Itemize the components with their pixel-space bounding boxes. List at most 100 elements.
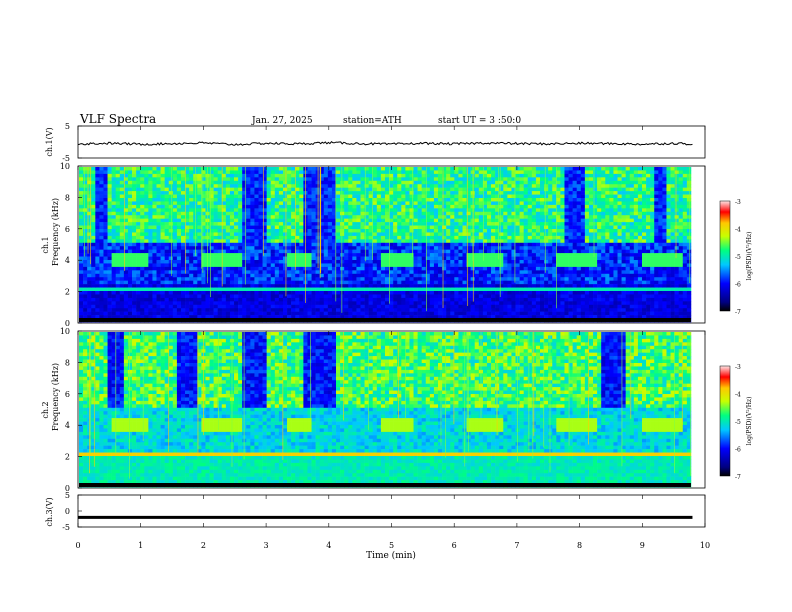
spectrogram-cell — [229, 253, 235, 257]
spectrogram-cell — [266, 308, 272, 312]
spectrogram-cell — [246, 167, 251, 171]
spectrogram-cell — [79, 260, 84, 264]
spectrogram-cell — [111, 280, 117, 285]
spectrogram-cell — [462, 287, 467, 292]
spectrogram-cell — [221, 311, 227, 316]
spectrogram-cell — [323, 308, 329, 312]
spectrogram-cell — [221, 187, 227, 192]
spectrogram-cell — [291, 297, 296, 302]
spectrogram-cell — [282, 291, 288, 295]
spectrogram-cell — [393, 297, 398, 302]
spectrogram-cell — [87, 273, 92, 278]
spectrogram-cell — [499, 208, 504, 213]
spectrogram-cell — [242, 249, 247, 254]
spectrogram-cell — [401, 187, 406, 192]
spectrogram-cell — [438, 180, 443, 185]
spectrogram-cell — [331, 284, 337, 288]
spectrogram-cell — [164, 184, 170, 188]
spectrogram-cell — [123, 273, 129, 278]
spectrogram-cell — [299, 249, 304, 254]
spectrogram-cell — [205, 311, 210, 316]
spectrogram-cell — [299, 211, 304, 216]
spectrogram-cell — [446, 225, 451, 230]
spectrogram-cell — [234, 215, 239, 219]
spectrogram-cell — [136, 180, 141, 185]
spectrogram-cell — [433, 184, 439, 188]
spectrogram-cell — [87, 198, 92, 202]
spectrogram-cell — [262, 246, 267, 250]
spectrogram-cell — [454, 180, 459, 185]
spectrogram-cell — [278, 263, 284, 268]
spectrogram-cell — [368, 239, 374, 244]
spectrogram-cell — [242, 277, 247, 281]
spectrogram-cell — [384, 249, 390, 254]
spectrogram-cell — [258, 180, 263, 185]
spectrogram-cell — [389, 311, 394, 316]
spectrogram-cell — [201, 287, 206, 292]
spectrogram-cell — [287, 297, 292, 302]
spectrogram-cell — [450, 270, 455, 275]
spectrogram-cell — [197, 263, 202, 268]
spectrogram-cell — [409, 180, 414, 185]
spectrogram-cell — [180, 270, 186, 275]
spectrogram-cell — [205, 308, 210, 312]
spectrogram-cell — [368, 194, 374, 199]
spectrogram-cell — [144, 191, 149, 195]
spectrogram-cell — [172, 194, 178, 199]
spectrogram-cell — [515, 218, 520, 223]
spectrogram-cell — [160, 180, 165, 185]
spectrogram-cell — [119, 270, 125, 275]
spectrogram-cell — [458, 177, 463, 182]
spectrogram-cell — [221, 260, 227, 264]
spectrogram-cell — [368, 304, 374, 309]
spectrogram-cell — [87, 187, 92, 192]
spectrogram-cell — [176, 239, 182, 244]
spectrogram-cell — [79, 315, 84, 319]
spectrogram-cell — [164, 297, 170, 302]
spectrogram-cell — [234, 304, 239, 309]
spectrogram-cell — [372, 277, 378, 281]
spectrogram-cell — [242, 198, 247, 202]
spectrogram-cell — [450, 187, 455, 192]
spectrogram-cell — [217, 308, 223, 312]
spectrogram-cell — [189, 253, 194, 257]
spectrogram-cell — [344, 194, 349, 199]
spectrogram-cell — [311, 242, 316, 247]
spectrogram-cell — [327, 170, 333, 175]
spectrogram-cell — [486, 270, 492, 275]
spectrogram-cell — [234, 273, 239, 278]
spectrogram-cell — [229, 304, 235, 309]
spectrogram-cell — [413, 270, 418, 275]
spectrogram-cell — [127, 311, 133, 316]
spectrogram-cell — [364, 218, 369, 223]
spectrogram-cell — [413, 308, 418, 312]
spectrogram-cell — [458, 311, 463, 316]
spectrogram-cell — [234, 235, 239, 240]
spectrogram-cell — [168, 270, 174, 275]
spectrogram-cell — [123, 232, 129, 237]
spectrogram-cell — [136, 266, 141, 271]
spectrogram-cell — [91, 191, 96, 195]
spectrogram-cell — [511, 167, 516, 171]
spectrogram-cell — [327, 297, 333, 302]
spectrogram-cell — [189, 280, 194, 285]
spectrogram-cell — [209, 208, 214, 213]
spectrogram-cell — [79, 215, 84, 219]
spectrogram-cell — [491, 170, 496, 175]
spectrogram-cell — [115, 208, 121, 213]
spectrogram-cell — [160, 173, 165, 178]
spectrogram-cell — [352, 253, 357, 257]
spectrogram-cell — [458, 211, 463, 216]
spectrogram-cell — [315, 301, 320, 306]
spectrogram-cell — [217, 211, 223, 216]
spectrogram-cell — [507, 249, 512, 254]
spectrogram-cell — [140, 260, 145, 264]
spectrogram-cell — [193, 291, 198, 295]
spectrogram-cell — [421, 270, 427, 275]
spectrogram-cell — [140, 273, 145, 278]
spectrogram-cell — [425, 184, 431, 188]
spectrogram-cell — [127, 194, 133, 199]
spectrogram-cell — [91, 211, 96, 216]
spectrogram-cell — [352, 246, 357, 250]
spectrogram-cell — [123, 187, 129, 192]
